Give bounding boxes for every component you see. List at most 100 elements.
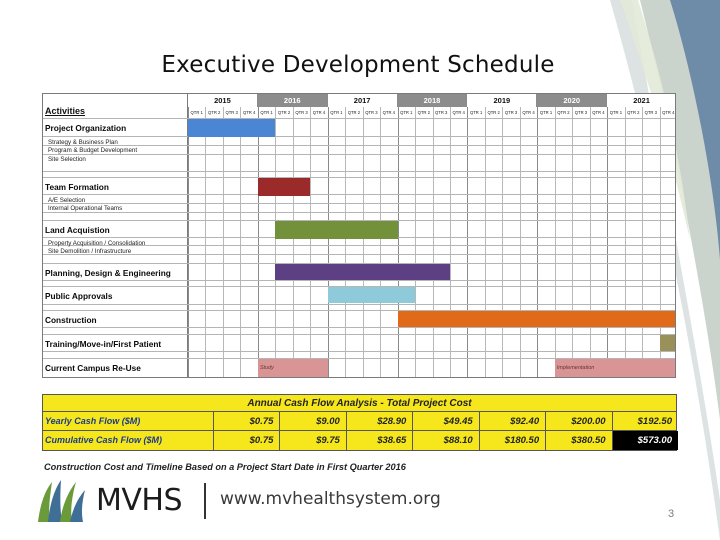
activity-title: Planning, Design & Engineering	[45, 268, 171, 278]
activity-title: Land Acquistion	[45, 225, 110, 235]
gantt-bar	[257, 359, 328, 377]
quarter-header: QTR 1	[260, 110, 273, 115]
quarter-header: QTR 2	[347, 110, 361, 115]
quarter-header: QTR 2	[627, 110, 640, 115]
website-url[interactable]: www.mvhealthsystem.org	[220, 489, 441, 509]
cash-flow-row: Yearly Cash Flow ($M) $0.75 $9.00 $28.90 $49…	[43, 412, 676, 431]
grid-row-line	[43, 203, 675, 204]
quarter-header: QTR 1	[469, 110, 483, 115]
cash-flow-table: Annual Cash Flow Analysis - Total Projec…	[42, 394, 678, 451]
quarter-header: QTR 3	[225, 110, 238, 115]
quarter-header: QTR 3	[435, 110, 448, 115]
quarter-header: QTR 1	[190, 110, 203, 115]
grid-row-line	[43, 351, 675, 352]
quarter-header: QTR 4	[592, 110, 605, 115]
grid-row-line	[43, 154, 675, 155]
mvhs-logo-icon	[38, 480, 85, 522]
cash-flow-value: $9.00	[279, 412, 345, 431]
grid-row-line	[43, 280, 675, 281]
grid-line	[310, 107, 312, 377]
brand-divider	[204, 483, 206, 519]
grid-row-line	[43, 304, 675, 305]
grid-line	[415, 107, 417, 377]
cash-flow-row: Cumulative Cash Flow ($M) $0.75 $9.75 $38.6…	[43, 431, 678, 450]
quarter-header: QTR 3	[574, 110, 588, 115]
activity-subtasks: A/E Selection Internal Operational Teams	[48, 197, 123, 213]
grid-line	[519, 107, 521, 377]
cash-flow-label: Yearly Cash Flow ($M)	[45, 416, 141, 426]
year-header: 2016	[257, 94, 328, 107]
grid-line	[624, 107, 626, 377]
grid-line	[240, 107, 242, 377]
grid-line	[188, 107, 189, 377]
quarter-header: QTR 4	[662, 110, 675, 115]
grid-line	[257, 107, 259, 377]
quarter-header: QTR 3	[365, 110, 378, 115]
quarter-header: QTR 1	[539, 110, 553, 115]
gantt-bar	[327, 287, 416, 303]
grid-line	[275, 107, 277, 377]
cash-flow-value: $49.45	[412, 412, 478, 431]
grid-line	[222, 107, 224, 377]
grid-line	[432, 107, 434, 377]
grid-row-line	[43, 327, 675, 328]
cash-flow-value: $180.50	[478, 431, 545, 450]
cash-flow-value: $9.75	[279, 431, 345, 450]
year-header: 2018	[397, 94, 468, 107]
total-cost-cell: $573.00	[611, 431, 678, 450]
grid-row-line	[43, 358, 675, 359]
grid-line	[205, 107, 207, 377]
activity-title: Team Formation	[45, 182, 109, 192]
quarter-header: QTR 3	[504, 110, 518, 115]
cash-flow-label: Cumulative Cash Flow ($M)	[45, 435, 163, 445]
grid-line	[554, 107, 556, 377]
quarter-header: QTR 1	[330, 110, 343, 115]
grid-line	[572, 107, 574, 377]
bar-label: Implementation	[556, 365, 595, 371]
activity-title: Current Campus Re-Use	[45, 363, 141, 373]
quarter-header: QTR 1	[609, 110, 623, 115]
activity-title: Project Organization	[45, 123, 127, 133]
year-header: 2017	[328, 94, 398, 107]
grid-line	[642, 107, 644, 377]
grid-row-line	[43, 334, 675, 335]
grid-row-line	[43, 254, 675, 255]
cash-flow-value: $38.65	[345, 431, 412, 450]
bar-label: Study	[259, 365, 274, 371]
grid-line	[537, 107, 539, 377]
quarter-header: QTR 1	[400, 110, 413, 115]
gantt-bar	[659, 335, 675, 351]
cash-flow-title: Annual Cash Flow Analysis - Total Projec…	[43, 395, 676, 412]
quarter-header: QTR 2	[417, 110, 430, 115]
quarter-header: QTR 2	[487, 110, 500, 115]
activity-title: Construction	[45, 315, 97, 325]
activities-header: Activities	[45, 106, 86, 116]
brand-name: MVHS	[96, 483, 183, 518]
activity-subtasks: Property Acquisition / Consolidation Sit…	[48, 240, 146, 256]
footnote: Construction Cost and Timeline Based on …	[44, 462, 406, 472]
grid-line	[380, 107, 382, 377]
year-header: 2019	[467, 94, 538, 107]
quarter-header: QTR 4	[312, 110, 326, 115]
grid-line	[484, 107, 486, 377]
grid-row-line	[43, 177, 675, 178]
activity-title: Training/Move-in/First Patient	[45, 339, 162, 349]
grid-row-line	[43, 310, 675, 311]
activity-title: Public Approvals	[45, 291, 113, 301]
grid-row-line	[43, 286, 675, 287]
grid-row-line	[43, 212, 675, 213]
quarter-header: QTR 3	[295, 110, 308, 115]
grid-line	[397, 107, 399, 377]
header-row	[43, 94, 675, 119]
year-header: 2020	[537, 94, 608, 107]
gantt-bar	[275, 221, 398, 239]
quarter-header: QTR 4	[452, 110, 465, 115]
activity-subtasks: Strategy & Business Plan Program & Budge…	[48, 139, 138, 163]
slide-title: Executive Development Schedule	[161, 52, 555, 78]
quarter-header: QTR 4	[522, 110, 535, 115]
grid-row-line	[43, 118, 675, 119]
grid-line	[589, 107, 591, 377]
year-header: 2021	[607, 94, 675, 107]
year-header: 2015	[188, 94, 258, 107]
cash-flow-value: $92.40	[478, 412, 545, 431]
